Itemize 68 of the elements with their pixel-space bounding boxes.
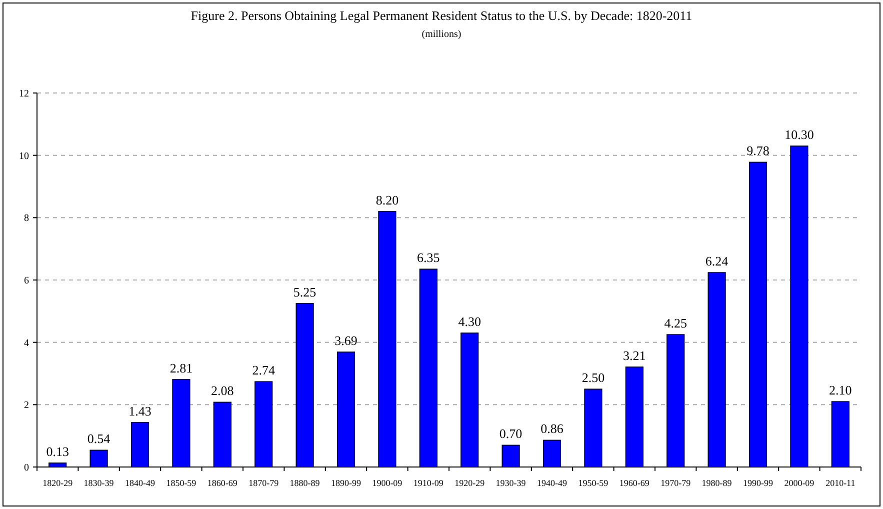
bar (542, 440, 562, 468)
x-tick-label: 1930-39 (496, 478, 526, 488)
y-tick-label: 10 (19, 150, 29, 162)
x-tick-label: 1860-69 (207, 478, 238, 488)
data-label: 2.08 (211, 383, 234, 398)
data-label: 2.50 (582, 370, 605, 386)
x-tick-label: 1890-99 (331, 478, 362, 488)
x-tick-label: 1950-59 (578, 478, 609, 488)
y-tick-label: 2 (24, 400, 29, 412)
bar (625, 366, 644, 468)
data-label: 4.30 (458, 314, 481, 329)
data-label: 2.10 (829, 382, 852, 398)
x-tick-label: 1920-29 (454, 478, 486, 488)
bar (336, 352, 356, 468)
data-label: 2.81 (170, 360, 193, 376)
bar (419, 268, 438, 468)
y-tick-label: 6 (24, 276, 29, 286)
data-label: 0.54 (87, 431, 111, 446)
bar (378, 211, 396, 468)
data-label: 2.74 (252, 362, 276, 378)
y-tick-label: 8 (24, 213, 29, 224)
data-label: 9.78 (746, 143, 770, 158)
bar (666, 334, 685, 468)
data-label: 8.20 (376, 192, 399, 208)
bar (584, 388, 602, 468)
data-label: 6.35 (417, 250, 440, 266)
bar (790, 146, 808, 468)
bar (172, 379, 190, 468)
x-tick-label: 1960-69 (619, 478, 650, 488)
data-label: 10.30 (784, 126, 814, 142)
y-tick-label: 4 (24, 338, 29, 349)
data-label: 1.43 (128, 403, 152, 418)
y-tick-label: 0 (24, 462, 29, 474)
x-tick-label: 1990-99 (743, 478, 774, 488)
bar (708, 272, 726, 468)
chart-title: Figure 2. Persons Obtaining Legal Permanent Resident Status to the U.S. by Decade: 1820-2011 (190, 8, 692, 23)
data-label: 0.70 (499, 426, 522, 442)
chart-subtitle: (millions) (422, 29, 462, 40)
bar (748, 162, 768, 468)
data-label: 4.25 (664, 316, 687, 331)
x-tick-label: 1880-89 (290, 478, 320, 488)
x-tick-label: 1840-49 (125, 478, 156, 488)
y-tick-label: 12 (19, 88, 29, 100)
data-label: 0.86 (540, 421, 564, 436)
x-tick-label: 2000-09 (784, 478, 815, 488)
x-tick-label: 1870-79 (248, 478, 280, 488)
data-label: 3.69 (334, 332, 358, 348)
x-tick-label: 1830-39 (84, 478, 114, 488)
x-tick-label: 1970-79 (660, 478, 692, 488)
x-tick-label: 1900-09 (372, 478, 403, 488)
x-tick-label: 1980-89 (702, 478, 732, 488)
bar (213, 402, 232, 468)
x-tick-label: 1910-09 (413, 478, 444, 488)
data-label: 3.21 (623, 348, 646, 363)
data-label: 5.25 (293, 284, 316, 300)
data-label: 6.24 (705, 254, 729, 269)
bar (502, 444, 520, 468)
x-tick-label: 1940-49 (537, 478, 568, 488)
x-tick-label: 2010-11 (826, 478, 856, 488)
x-tick-label: 1820-29 (42, 478, 74, 488)
bar (90, 450, 108, 468)
data-label: 0.13 (46, 444, 69, 459)
bar (831, 401, 850, 468)
bar (130, 422, 150, 468)
bar (460, 332, 479, 468)
bar (254, 381, 273, 468)
x-tick-label: 1850-59 (166, 478, 197, 488)
bar (296, 302, 314, 468)
